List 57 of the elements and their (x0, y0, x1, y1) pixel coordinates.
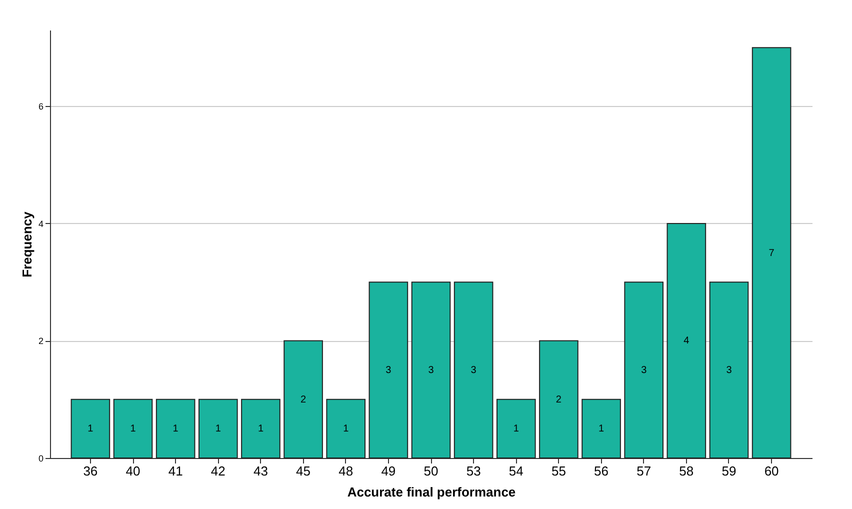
x-axis-title: Accurate final performance (347, 484, 516, 500)
x-tick-label: 59 (722, 464, 736, 478)
data-label: 1 (343, 424, 350, 435)
x-tick-label: 54 (508, 464, 524, 478)
data-label: 3 (641, 365, 648, 376)
x-tick-label: 49 (381, 464, 396, 478)
data-label: 3 (386, 365, 392, 376)
data-label: 4 (684, 336, 690, 347)
x-tick-label: 57 (636, 464, 652, 478)
x-tick-label: 36 (83, 464, 98, 478)
bar (198, 398, 238, 458)
x-tick-label: 53 (466, 464, 481, 478)
x-tick-label: 42 (210, 464, 226, 478)
x-tick-label: 50 (424, 464, 438, 478)
x-tick-label: 48 (338, 464, 354, 478)
bar (539, 340, 578, 458)
bar (241, 398, 280, 458)
data-label: 7 (768, 248, 775, 259)
bar (666, 222, 706, 458)
x-tick-label: 56 (594, 464, 609, 478)
data-label: 1 (513, 424, 520, 435)
bar (624, 282, 664, 458)
data-label: 1 (88, 424, 94, 435)
x-tick-label: 40 (126, 464, 140, 478)
data-label: 1 (258, 424, 264, 435)
bar (326, 398, 366, 458)
data-label: 3 (428, 365, 434, 376)
y-tick-label: 4 (38, 218, 44, 229)
bar (411, 282, 451, 458)
data-label: 1 (598, 424, 604, 435)
y-axis-title: Frequency (19, 210, 34, 278)
y-tick-label: 2 (38, 336, 44, 346)
x-tick-label: 58 (679, 464, 694, 478)
bar (113, 398, 153, 458)
data-label: 2 (300, 394, 307, 406)
data-label: 3 (470, 365, 477, 376)
x-tick-label: 55 (551, 464, 566, 478)
y-tick-label: 6 (38, 102, 44, 112)
data-label: 2 (556, 394, 562, 406)
bar (70, 398, 110, 458)
bar (454, 282, 494, 458)
x-tick-label: 43 (253, 464, 268, 478)
data-label: 1 (215, 424, 222, 435)
x-tick-label: 41 (168, 464, 183, 478)
bar (368, 282, 408, 458)
bar (709, 282, 749, 458)
x-tick-label: 45 (296, 464, 311, 478)
bar (496, 398, 536, 458)
data-label: 1 (172, 424, 179, 435)
bar (284, 340, 323, 458)
bar (752, 47, 792, 458)
x-tick-label: 60 (764, 464, 779, 478)
bar (582, 398, 621, 458)
bar (156, 398, 196, 458)
y-tick-label: 0 (38, 454, 44, 464)
data-label: 3 (726, 365, 732, 376)
data-label: 1 (130, 424, 136, 435)
